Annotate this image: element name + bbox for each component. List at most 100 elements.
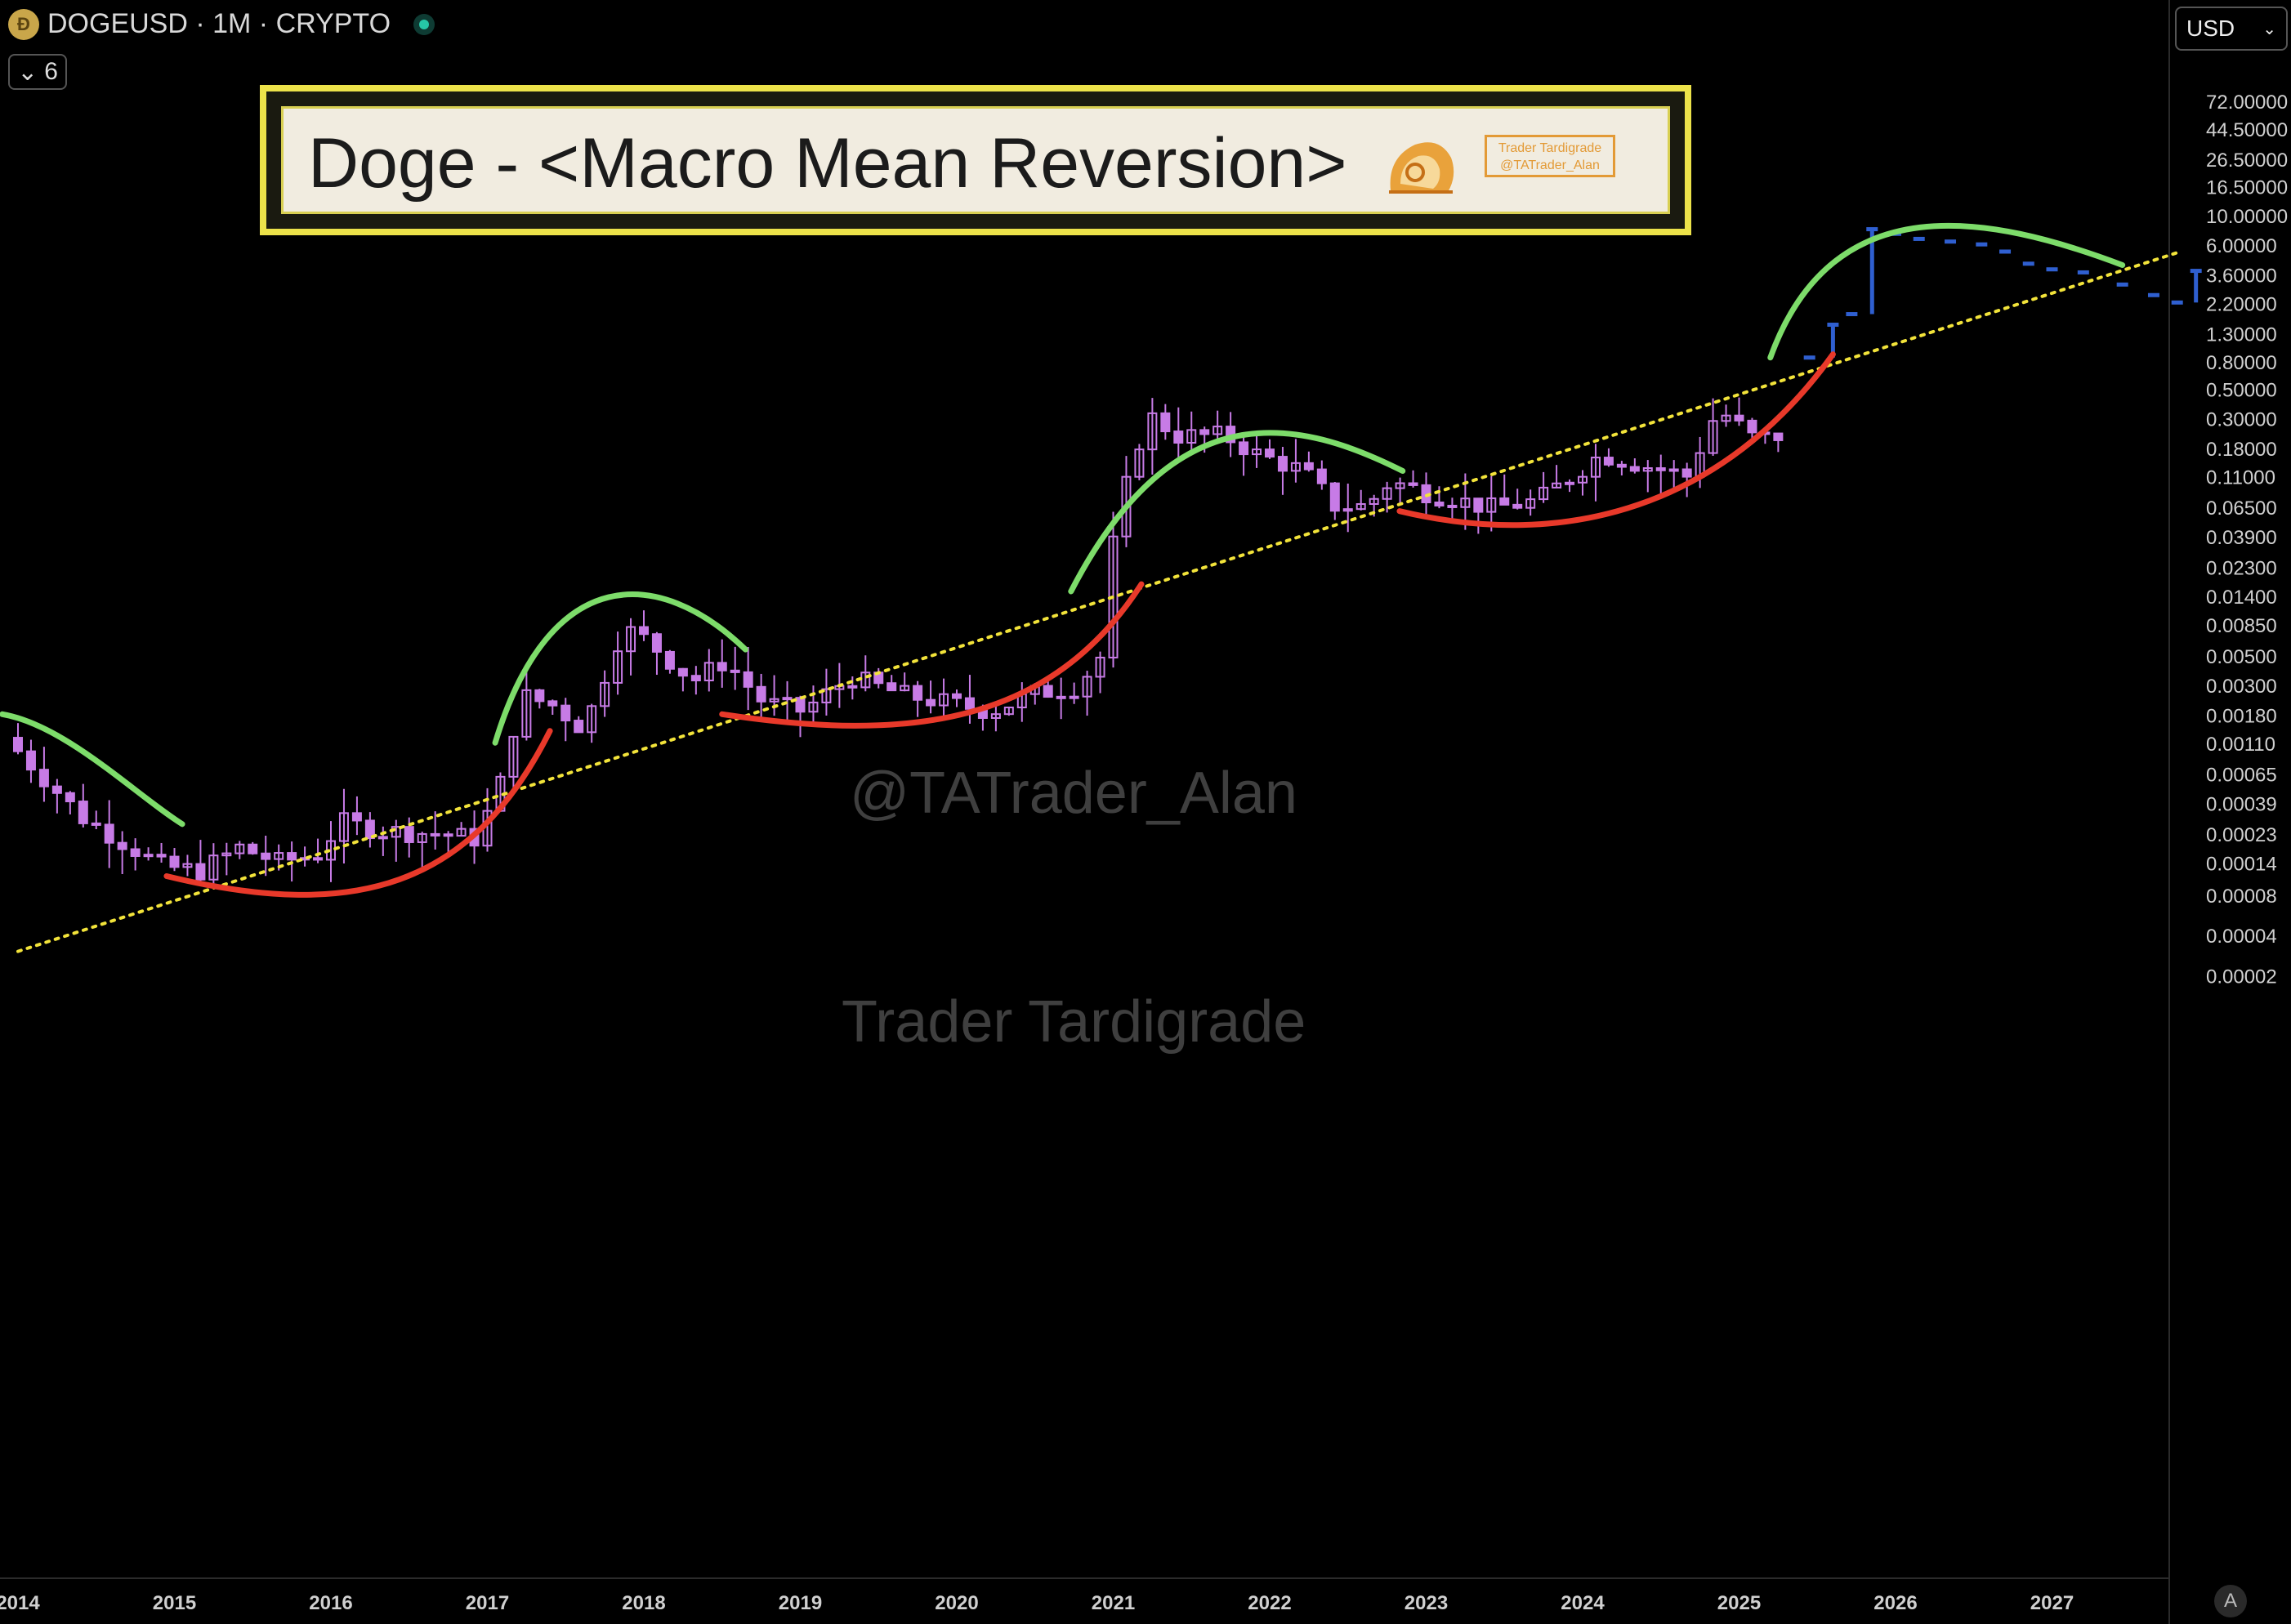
candle-body <box>1578 475 1588 484</box>
price-tick-label: 0.00300 <box>2206 676 2277 698</box>
brand-tag: Trader Tardigrade @TATrader_Alan <box>1485 135 1615 177</box>
candle-body <box>1056 695 1066 699</box>
price-tick-label: 0.00014 <box>2206 853 2277 875</box>
trendline-layer <box>16 251 2179 953</box>
price-tick-label: 0.02300 <box>2206 558 2277 580</box>
candle-body <box>1408 482 1418 486</box>
candle-body <box>1199 429 1210 435</box>
price-tick-label: 2.20000 <box>2206 293 2277 315</box>
candle-body <box>1395 482 1405 489</box>
candle-body <box>913 685 923 701</box>
candle-body <box>13 737 23 752</box>
candle-body <box>1095 656 1105 678</box>
time-tick-label: 2020 <box>935 1592 978 1614</box>
candle-body <box>743 671 753 688</box>
candle-body <box>1447 504 1458 508</box>
candle-body <box>364 819 375 840</box>
candle-body <box>703 662 714 681</box>
price-tick-label: 44.50000 <box>2206 119 2288 141</box>
peak-arc <box>1767 222 2126 361</box>
candle-body <box>1382 487 1392 500</box>
candle-body <box>78 801 88 824</box>
mean-trendline <box>16 251 2179 953</box>
candle-body <box>1355 502 1366 511</box>
time-tick-label: 2023 <box>1405 1592 1448 1614</box>
time-tick-label: 2014 <box>0 1592 40 1614</box>
candle-body <box>182 863 193 868</box>
price-tick-label: 0.00500 <box>2206 646 2277 668</box>
candle-body <box>1265 448 1275 458</box>
candle-body <box>234 843 245 854</box>
candle-body <box>1708 420 1718 454</box>
price-tick-label: 0.80000 <box>2206 352 2277 374</box>
candle-body <box>990 713 1001 719</box>
time-tick-label: 2024 <box>1561 1592 1605 1614</box>
candle-body <box>795 697 806 713</box>
candle-body <box>38 769 49 787</box>
candle-body <box>1434 502 1445 506</box>
time-tick-label: 2017 <box>466 1592 509 1614</box>
candle-body <box>25 750 36 771</box>
candle-body <box>143 854 154 858</box>
candle-body <box>1329 482 1340 512</box>
candle-body <box>560 704 571 722</box>
candle-body <box>1342 508 1353 512</box>
candle-body <box>377 836 388 840</box>
candle-body <box>1629 466 1640 472</box>
candle-body <box>248 843 258 854</box>
candle-body <box>208 854 219 881</box>
price-axis[interactable]: 72.00000 44.50000 26.50000 16.50000 10.00000… <box>2206 91 2288 988</box>
time-tick-label: 2026 <box>1873 1592 1917 1614</box>
auto-scale-button[interactable]: A <box>2214 1585 2247 1617</box>
candle-body <box>1681 468 1692 478</box>
symbol-line: DOGEUSD · 1M · CRYPTO <box>47 8 391 39</box>
price-tick-label: 0.00850 <box>2206 615 2277 637</box>
candle-body <box>1043 685 1053 698</box>
candle-body <box>1565 481 1575 485</box>
candle-body <box>821 688 832 703</box>
candle-body <box>1747 419 1757 434</box>
chevron-down-icon: ⌄ <box>2262 20 2276 38</box>
candle-body <box>939 693 949 707</box>
candle-body <box>690 675 701 681</box>
candle-body <box>1552 482 1562 489</box>
candle-body <box>847 685 858 689</box>
candle-body <box>1121 475 1132 538</box>
price-tick-label: 1.30000 <box>2206 324 2277 346</box>
candle-body <box>626 626 636 653</box>
currency-select[interactable]: USD ⌄ <box>2175 7 2288 51</box>
arcs-layer <box>0 222 2126 898</box>
price-tick-label: 0.00002 <box>2206 966 2277 988</box>
watermark-name: Trader Tardigrade <box>842 989 1306 1055</box>
candle-body <box>1655 467 1666 471</box>
candle-body <box>730 669 740 673</box>
candle-body <box>952 693 962 699</box>
candle-body <box>664 650 675 670</box>
candle-body <box>1773 432 1784 441</box>
candle-body <box>1082 676 1092 698</box>
trough-arc <box>1396 351 1836 529</box>
price-tick-label: 0.50000 <box>2206 379 2277 401</box>
candle-body <box>1590 457 1601 478</box>
candle-body <box>886 682 897 692</box>
candle-body <box>91 822 101 826</box>
chart-title: Doge - <Macro Mean Reversion> <box>308 124 1347 203</box>
time-tick-label: 2019 <box>779 1592 822 1614</box>
candle-body <box>274 852 284 860</box>
indicators-toggle[interactable]: ⌄ 6 <box>8 54 67 90</box>
candle-body <box>1069 695 1079 699</box>
candle-body <box>1642 467 1653 472</box>
time-axis[interactable]: 2014 2015 2016 2017 2018 2019 2020 2021 2022 2023… <box>0 1592 2074 1614</box>
candle-body <box>717 662 727 671</box>
price-tick-label: 0.30000 <box>2206 409 2277 431</box>
symbol-header[interactable]: Ð DOGEUSD · 1M · CRYPTO <box>8 8 435 40</box>
price-tick-label: 0.18000 <box>2206 439 2277 461</box>
watermark-handle: @TATrader_Alan <box>850 761 1297 826</box>
time-tick-label: 2018 <box>622 1592 665 1614</box>
candle-body <box>1603 457 1614 466</box>
market-status-icon <box>413 13 435 35</box>
candle-body <box>756 685 766 703</box>
price-tick-label: 3.60000 <box>2206 265 2277 287</box>
price-tick-label: 10.00000 <box>2206 206 2288 228</box>
